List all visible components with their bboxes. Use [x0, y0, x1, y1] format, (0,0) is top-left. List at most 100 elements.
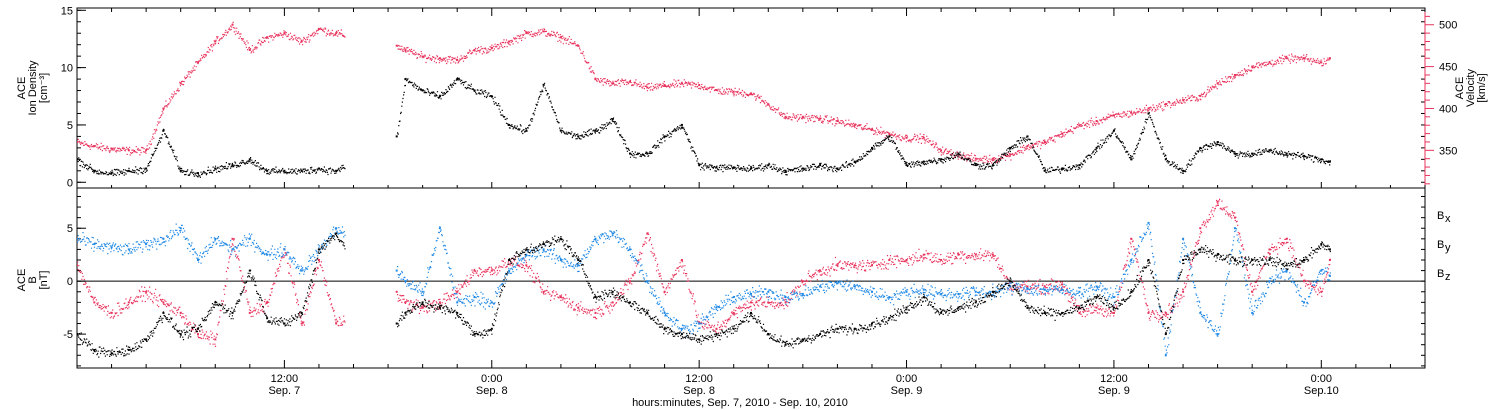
by-series-point [77, 237, 78, 240]
bx-series-point [1251, 259, 1254, 261]
velocity-series-point [490, 47, 493, 50]
by-series-point [784, 296, 787, 299]
x-tick-date: Sep. 8 [683, 385, 715, 397]
bx-series-point [732, 327, 735, 330]
by-series-point [335, 227, 338, 230]
bottom-frame [76, 187, 1426, 369]
bx-series-point [577, 259, 580, 261]
by-series-point [179, 227, 182, 230]
bz-series-point [1078, 311, 1081, 314]
density-axis-label: ACE Ion Density [cm⁻³] [16, 60, 50, 116]
bottom-data [77, 198, 1331, 358]
velocity-series [77, 21, 1331, 164]
density-series-point [732, 166, 735, 169]
bx-series-point [300, 311, 303, 314]
velocity-series-point [559, 36, 562, 39]
velocity-series-point [888, 132, 891, 135]
by-series-point [974, 290, 977, 293]
legend-bx: B [1437, 210, 1444, 222]
bz-series-point [922, 253, 925, 256]
velocity-series-point [1061, 132, 1064, 135]
by-series-point [611, 232, 614, 235]
density-series-point [611, 118, 614, 121]
bx-series-point [473, 333, 476, 336]
velocity-axis-label: ACE Velocity [km/s] [1454, 69, 1488, 107]
density-series-point [266, 169, 269, 172]
by-series-point [93, 243, 96, 246]
bz-series-point [1147, 311, 1150, 314]
bz-series-point [1268, 248, 1271, 251]
bx-series-point [646, 311, 649, 314]
velocity-tick-label: 350 [1439, 145, 1457, 157]
bx-series-point [197, 327, 199, 330]
x-tick-time: 0:00 [481, 373, 502, 385]
bz-series-point [77, 264, 78, 267]
density-series-point [819, 164, 822, 167]
bx-series-point [801, 338, 804, 341]
by-series-point [577, 264, 580, 267]
by-series-point [1320, 269, 1323, 272]
by-series-point [905, 290, 908, 293]
density-axis-label-line: [cm⁻³] [38, 73, 50, 103]
density-axis-tick-label: 0 [67, 177, 73, 189]
by-series-point [594, 237, 597, 240]
by-series-point [698, 322, 701, 325]
bz-series-point [1182, 290, 1185, 293]
by-series-point [853, 285, 856, 288]
by-series-point [1285, 269, 1288, 272]
field-axis-label: ACE B [nT] [16, 269, 50, 292]
bx-series-point [594, 296, 597, 299]
velocity-series-point [1043, 141, 1046, 143]
by-series-point [145, 243, 148, 246]
by-series-point [1130, 259, 1133, 261]
by-series-point [836, 282, 839, 285]
density-series-point [248, 158, 251, 161]
x-axis-title: hours:minutes, Sep. 7, 2010 - Sep. 10, 2… [632, 397, 848, 409]
legend-subscript: z [1445, 271, 1451, 283]
velocity-tick-label: 400 [1439, 103, 1457, 115]
bz-series-point [1164, 311, 1167, 314]
bz-series-point [490, 269, 493, 272]
by-series-point [732, 296, 735, 299]
field-axis-tick-label: 5 [67, 223, 73, 235]
by-series-point [110, 246, 113, 249]
density-series-point [456, 78, 459, 81]
bx-series-point [1147, 259, 1150, 261]
bx-series-trace [77, 232, 1331, 358]
density-series-point [1182, 169, 1185, 172]
bx-series-point [1130, 290, 1133, 293]
velocity-series-point [525, 32, 528, 35]
bz-series-point [1199, 227, 1202, 230]
density-series-point [853, 160, 856, 163]
by-series-point [1043, 288, 1046, 291]
by-series-point [646, 280, 649, 283]
by-series [77, 221, 1331, 357]
by-series-point [395, 269, 398, 272]
density-axis-label-line: ACE [16, 77, 28, 100]
density-series-point [1095, 146, 1098, 149]
by-series-point [1268, 280, 1271, 283]
density-series-point [525, 129, 528, 132]
by-series-point [663, 311, 666, 314]
density-series-point [438, 95, 441, 98]
bz-series-point [1061, 283, 1064, 286]
by-series-point [957, 292, 960, 295]
by-series-point [750, 292, 752, 295]
density-series-point [1130, 158, 1133, 161]
by-series-point [940, 292, 943, 295]
bx-series-point [1320, 243, 1323, 246]
velocity-series-point [853, 124, 856, 127]
bz-series-point [577, 306, 580, 309]
field-axis-label-line: B [27, 276, 39, 283]
bz-series-point [1095, 306, 1098, 309]
x-tick-date: Sep. 9 [1098, 385, 1130, 397]
by-series-point [542, 248, 545, 251]
bz-series-point [732, 311, 735, 314]
density-axis-tick-label: 10 [61, 63, 73, 75]
velocity-series-point [819, 117, 822, 120]
legend-subscript: x [1445, 213, 1451, 225]
velocity-series-trace [77, 21, 1331, 164]
bx-series-point [1216, 253, 1219, 256]
